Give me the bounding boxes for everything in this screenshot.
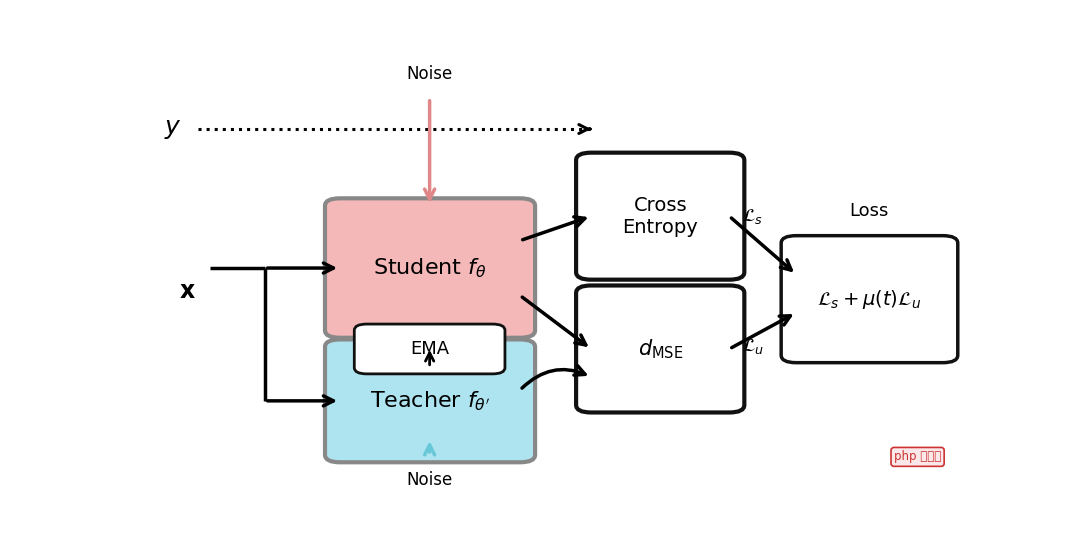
FancyBboxPatch shape bbox=[576, 153, 744, 280]
Text: Noise: Noise bbox=[406, 471, 453, 488]
FancyBboxPatch shape bbox=[576, 286, 744, 412]
Text: Loss: Loss bbox=[849, 202, 889, 220]
Text: Student $f_{\theta}$: Student $f_{\theta}$ bbox=[374, 256, 487, 280]
Text: EMA: EMA bbox=[410, 340, 449, 358]
Text: Cross
Entropy: Cross Entropy bbox=[622, 196, 698, 237]
Text: $\mathbf{x}$: $\mathbf{x}$ bbox=[178, 279, 195, 303]
Text: $\mathcal{L}_u$: $\mathcal{L}_u$ bbox=[742, 337, 764, 356]
Text: $d_{\mathrm{MSE}}$: $d_{\mathrm{MSE}}$ bbox=[637, 337, 683, 361]
Text: $\mathcal{L}_s$: $\mathcal{L}_s$ bbox=[742, 206, 764, 226]
Text: $\mathcal{L}_s + \mu(t)\mathcal{L}_u$: $\mathcal{L}_s + \mu(t)\mathcal{L}_u$ bbox=[818, 288, 921, 310]
FancyBboxPatch shape bbox=[325, 198, 535, 338]
FancyBboxPatch shape bbox=[781, 236, 958, 363]
FancyBboxPatch shape bbox=[325, 340, 535, 462]
Text: Teacher $f_{\theta^{\prime}}$: Teacher $f_{\theta^{\prime}}$ bbox=[369, 389, 490, 413]
FancyBboxPatch shape bbox=[354, 324, 505, 374]
Text: Noise: Noise bbox=[406, 65, 453, 84]
Text: $y$: $y$ bbox=[164, 117, 183, 141]
Text: php 中文网: php 中文网 bbox=[894, 451, 942, 464]
